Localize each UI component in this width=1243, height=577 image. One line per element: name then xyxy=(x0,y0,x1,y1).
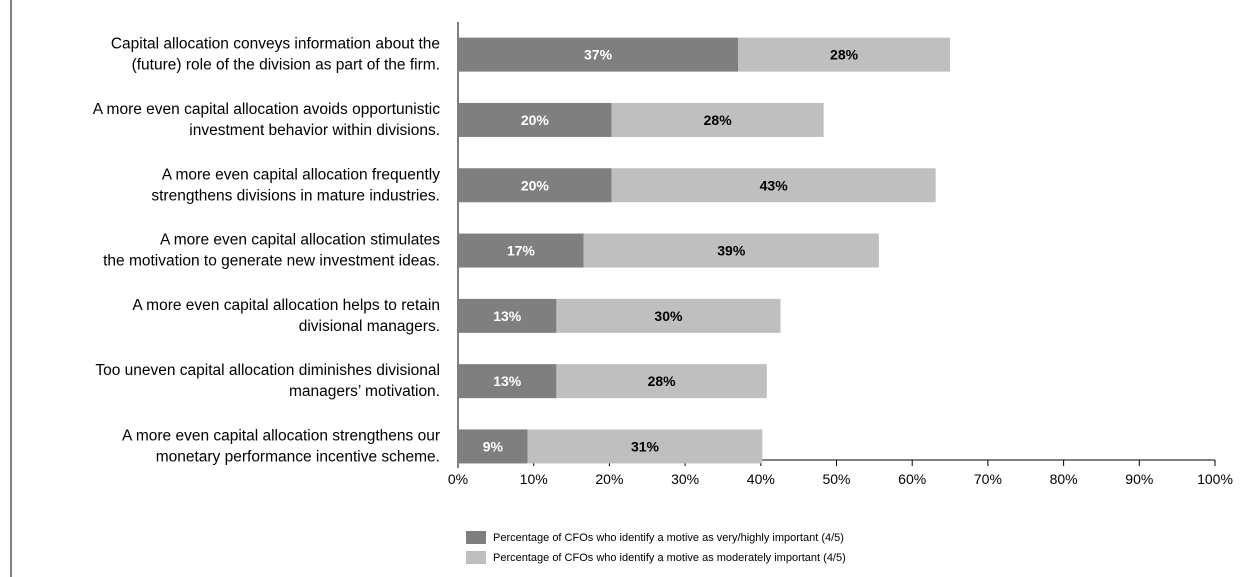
x-tick-label: 0% xyxy=(448,471,468,487)
bar-very-important xyxy=(458,429,528,464)
x-tick-label: 90% xyxy=(1125,471,1153,487)
x-tick-label: 80% xyxy=(1050,471,1078,487)
data-label: 20% xyxy=(521,112,550,128)
legend-label: Percentage of CFOs who identify a motive… xyxy=(493,552,846,564)
plot-area: 0% 10% 20% 30% 40% 50% 60% 70% 80% 90% 100% Capital… xyxy=(10,0,1233,577)
data-label: 20% xyxy=(521,177,550,193)
bar-very-important xyxy=(458,168,612,203)
category-label: Capital allocation conveys information a… xyxy=(111,36,440,74)
bar-row: A more even capital allocation avoids op… xyxy=(93,101,824,139)
legend-swatch xyxy=(466,551,486,564)
legend-label: Percentage of CFOs who identify a motive… xyxy=(493,532,844,544)
bar-very-important xyxy=(458,298,557,333)
legend-swatch xyxy=(466,531,486,544)
x-tick-label: 20% xyxy=(595,471,623,487)
bar-row: A more even capital allocation frequentl… xyxy=(151,166,936,204)
category-label: Too uneven capital allocation diminishes… xyxy=(95,362,440,400)
bar-row: A more even capital allocation strengthe… xyxy=(122,427,763,465)
x-tick-label: 70% xyxy=(974,471,1002,487)
data-label: 37% xyxy=(584,47,613,63)
legend: Percentage of CFOs who identify a motive… xyxy=(466,531,846,564)
data-label: 17% xyxy=(507,243,536,259)
category-label: A more even capital allocation stimulate… xyxy=(103,232,440,270)
x-tick-label: 60% xyxy=(898,471,926,487)
x-tick-label: 50% xyxy=(822,471,850,487)
x-tick-label: 100% xyxy=(1197,471,1233,487)
bar-moderately-important xyxy=(583,233,879,268)
data-label: 28% xyxy=(830,47,859,63)
bar-moderately-important xyxy=(556,298,781,333)
bar-moderately-important xyxy=(527,429,763,464)
data-label: 9% xyxy=(483,438,504,454)
data-label: 39% xyxy=(717,243,746,259)
bar-row: Capital allocation conveys information a… xyxy=(111,36,951,74)
bar-very-important xyxy=(458,102,612,137)
bar-moderately-important xyxy=(556,364,767,399)
bar-row: A more even capital allocation stimulate… xyxy=(103,232,879,270)
category-label: A more even capital allocation frequentl… xyxy=(151,166,440,204)
data-label: 43% xyxy=(760,177,789,193)
data-label: 31% xyxy=(631,438,660,454)
bar-row: Too uneven capital allocation diminishes… xyxy=(95,362,767,400)
x-tick-label: 10% xyxy=(520,471,548,487)
bar-very-important xyxy=(458,37,739,72)
data-label: 30% xyxy=(654,308,683,324)
data-label: 13% xyxy=(493,308,522,324)
category-label: A more even capital allocation avoids op… xyxy=(93,101,440,139)
bar-moderately-important xyxy=(611,168,936,203)
category-label: A more even capital allocation strengthe… xyxy=(122,427,440,465)
x-tick-label: 30% xyxy=(671,471,699,487)
bar-very-important xyxy=(458,233,584,268)
data-label: 13% xyxy=(493,373,522,389)
x-tick-label: 40% xyxy=(747,471,775,487)
bar-row: A more even capital allocation helps to … xyxy=(132,297,781,335)
bar-very-important xyxy=(458,364,557,399)
data-label: 28% xyxy=(704,112,733,128)
bar-moderately-important xyxy=(738,37,951,72)
bar-moderately-important xyxy=(611,102,824,137)
category-label: A more even capital allocation helps to … xyxy=(132,297,440,335)
data-label: 28% xyxy=(648,373,677,389)
